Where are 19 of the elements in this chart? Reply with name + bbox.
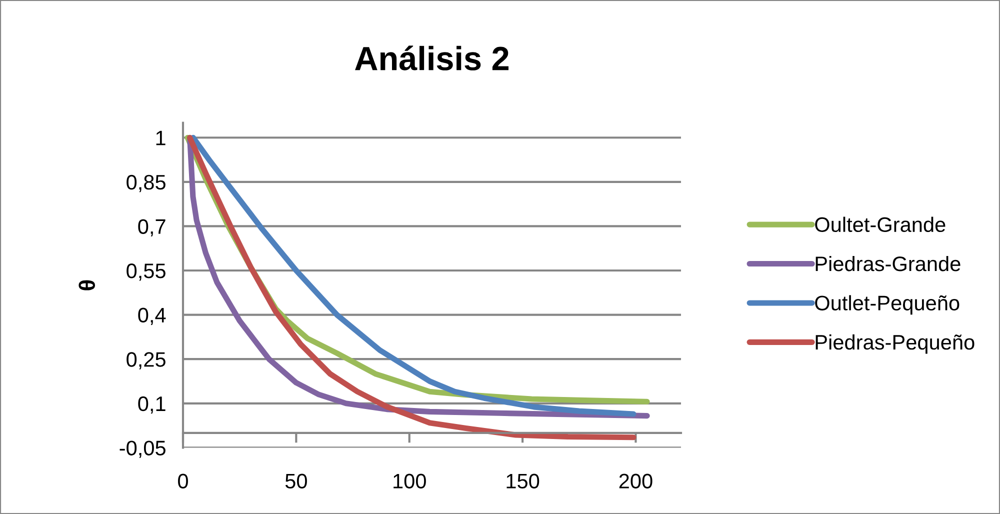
x-tick-label: 50 — [285, 474, 307, 489]
y-tick-label: -0,05 — [120, 440, 166, 458]
legend-label: Piedras-Pequeño — [816, 334, 974, 354]
legend-label: Outlet-Pequeño — [815, 295, 960, 315]
y-tick-label: 0,1 — [138, 396, 166, 414]
y-tick-label: 0,4 — [138, 308, 166, 326]
x-tick-label: 200 — [619, 474, 652, 489]
y-tick-label: 0,7 — [138, 219, 166, 236]
chart-title: Análisis 2 — [355, 46, 508, 70]
y-tick-label: 0,55 — [126, 264, 166, 281]
legend-label: Oultet-Grande — [815, 216, 946, 232]
x-tick-label: 0 — [178, 474, 188, 489]
y-tick-label: 1 — [156, 130, 166, 146]
y-axis-title: θ — [78, 280, 96, 290]
legend-label: Piedras-Grande — [816, 256, 960, 272]
y-tick-label: 0,85 — [126, 174, 166, 192]
x-tick-label: 100 — [394, 474, 426, 489]
x-tick-label: 150 — [506, 474, 540, 489]
y-tick-label: 0,25 — [126, 352, 166, 370]
